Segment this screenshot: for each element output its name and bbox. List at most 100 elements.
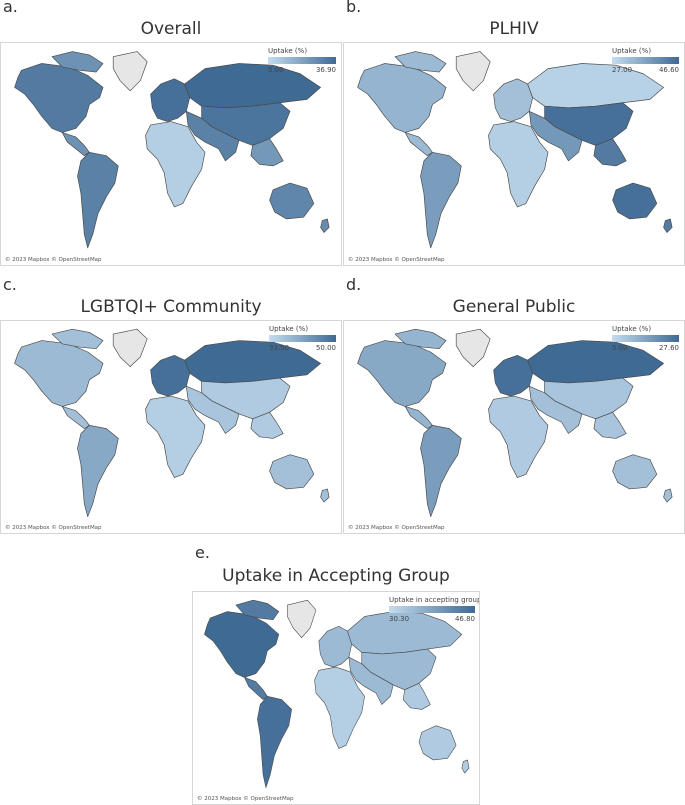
greenland-region[interactable] bbox=[287, 599, 317, 638]
central-america-region[interactable] bbox=[404, 132, 433, 157]
legend-title: Uptake (%) bbox=[612, 47, 652, 55]
map-credit: © 2023 Mapbox © OpenStreetMap bbox=[5, 257, 102, 263]
map-credit: © 2023 Mapbox © OpenStreetMap bbox=[197, 796, 294, 802]
panel-letter: c. bbox=[3, 275, 17, 294]
legend-max: 36.90 bbox=[315, 66, 336, 74]
middle-east-south-asia-region[interactable] bbox=[185, 385, 240, 434]
africa-region[interactable] bbox=[488, 121, 549, 208]
south-america-region[interactable] bbox=[420, 151, 462, 249]
australia-region[interactable] bbox=[418, 725, 457, 761]
legend-gradient bbox=[612, 57, 679, 64]
middle-east-south-asia-region[interactable] bbox=[348, 656, 394, 705]
legend-title: Uptake (%) bbox=[268, 47, 308, 55]
africa-region[interactable] bbox=[145, 121, 206, 208]
new-zealand-region[interactable] bbox=[663, 218, 673, 233]
central-america-region[interactable] bbox=[61, 406, 90, 429]
legend-max: 46.80 bbox=[454, 615, 475, 623]
world-map bbox=[357, 51, 673, 249]
map-credit: © 2023 Mapbox © OpenStreetMap bbox=[348, 525, 445, 531]
south-america-region[interactable] bbox=[257, 696, 292, 789]
southeast-asia-region[interactable] bbox=[593, 411, 627, 439]
greenland-region[interactable] bbox=[455, 51, 491, 92]
panel-plhiv: b. PLHIV Uptake (%) 27.00 46.60 © 2023 M… bbox=[343, 0, 685, 266]
choropleth-map[interactable]: Uptake (%) 5.00 36.90 © 2023 Mapbox © Op… bbox=[0, 42, 342, 266]
panel-accepting-group: e. Uptake in Accepting Group Uptake in a… bbox=[192, 543, 480, 805]
choropleth-map[interactable]: Uptake (%) 27.00 46.60 © 2023 Mapbox © O… bbox=[343, 42, 685, 266]
greenland-region[interactable] bbox=[112, 51, 148, 92]
panel-title: Uptake in Accepting Group bbox=[222, 566, 450, 586]
europe-region[interactable] bbox=[318, 625, 353, 668]
north-america-region[interactable] bbox=[14, 340, 104, 407]
world-map bbox=[14, 51, 330, 249]
greenland-region[interactable] bbox=[112, 328, 148, 367]
south-america-region[interactable] bbox=[77, 151, 119, 249]
legend-gradient bbox=[269, 335, 336, 342]
panel-lgbtqi: c. LGBTQI+ Community Uptake (%) 33.50 50… bbox=[0, 275, 342, 534]
australia-region[interactable] bbox=[269, 182, 315, 220]
canada-arctic-region[interactable] bbox=[235, 599, 280, 621]
new-zealand-region[interactable] bbox=[461, 759, 470, 774]
north-america-region[interactable] bbox=[357, 340, 447, 407]
middle-east-south-asia-region[interactable] bbox=[528, 110, 583, 162]
north-america-region[interactable] bbox=[357, 63, 447, 133]
europe-region[interactable] bbox=[493, 78, 534, 122]
australia-region[interactable] bbox=[269, 454, 315, 490]
greenland-region[interactable] bbox=[455, 328, 491, 367]
new-zealand-region[interactable] bbox=[320, 218, 330, 233]
panel-letter: b. bbox=[346, 0, 362, 16]
australia-region[interactable] bbox=[612, 182, 658, 220]
legend-min: 27.00 bbox=[612, 66, 633, 74]
southeast-asia-region[interactable] bbox=[250, 138, 284, 167]
legend-gradient bbox=[389, 606, 475, 613]
russia-region[interactable] bbox=[184, 340, 321, 384]
europe-region[interactable] bbox=[150, 78, 191, 122]
canada-arctic-region[interactable] bbox=[394, 51, 447, 73]
world-map bbox=[204, 599, 470, 789]
europe-region[interactable] bbox=[493, 354, 534, 397]
central-america-region[interactable] bbox=[404, 406, 433, 429]
panel-title: Overall bbox=[140, 19, 202, 39]
southeast-asia-region[interactable] bbox=[593, 138, 627, 167]
legend-gradient bbox=[612, 335, 679, 342]
central-america-region[interactable] bbox=[244, 677, 268, 700]
legend-min: 33.50 bbox=[269, 344, 290, 352]
legend-title: Uptake in accepting group (%) bbox=[389, 596, 480, 604]
central-america-region[interactable] bbox=[61, 132, 90, 157]
africa-region[interactable] bbox=[145, 395, 206, 478]
southeast-asia-region[interactable] bbox=[402, 682, 431, 710]
choropleth-map[interactable]: Uptake (%) 5.00 27.60 © 2023 Mapbox © Op… bbox=[343, 320, 685, 534]
legend-min: 5.00 bbox=[612, 344, 628, 352]
canada-arctic-region[interactable] bbox=[394, 328, 447, 350]
russia-region[interactable] bbox=[527, 340, 664, 384]
panel-title: PLHIV bbox=[489, 19, 539, 39]
middle-east-south-asia-region[interactable] bbox=[185, 110, 240, 162]
middle-east-south-asia-region[interactable] bbox=[528, 385, 583, 434]
africa-region[interactable] bbox=[488, 395, 549, 478]
south-america-region[interactable] bbox=[420, 425, 462, 518]
choropleth-map[interactable]: Uptake (%) 33.50 50.00 © 2023 Mapbox © O… bbox=[0, 320, 342, 534]
australia-region[interactable] bbox=[612, 454, 658, 490]
new-zealand-region[interactable] bbox=[663, 488, 673, 503]
south-america-region[interactable] bbox=[77, 425, 119, 518]
legend-gradient bbox=[268, 57, 336, 64]
europe-region[interactable] bbox=[150, 354, 191, 397]
new-zealand-region[interactable] bbox=[320, 488, 330, 503]
canada-arctic-region[interactable] bbox=[51, 328, 104, 350]
panel-letter: e. bbox=[195, 543, 210, 562]
russia-region[interactable] bbox=[527, 63, 664, 109]
choropleth-map[interactable]: Uptake in accepting group (%) 30.30 46.8… bbox=[192, 591, 480, 805]
legend-title: Uptake (%) bbox=[269, 325, 309, 333]
map-credit: © 2023 Mapbox © OpenStreetMap bbox=[348, 257, 445, 263]
panel-title: General Public bbox=[452, 297, 576, 317]
world-map bbox=[357, 328, 673, 518]
legend-title: Uptake (%) bbox=[612, 325, 652, 333]
panel-general-public: d. General Public Uptake (%) 5.00 27.60 … bbox=[343, 275, 685, 534]
southeast-asia-region[interactable] bbox=[250, 411, 284, 439]
africa-region[interactable] bbox=[314, 666, 365, 749]
north-america-region[interactable] bbox=[14, 63, 104, 133]
canada-arctic-region[interactable] bbox=[51, 51, 104, 73]
russia-region[interactable] bbox=[184, 63, 321, 109]
north-america-region[interactable] bbox=[204, 611, 280, 678]
world-map bbox=[14, 328, 330, 518]
legend-min: 30.30 bbox=[389, 615, 410, 623]
